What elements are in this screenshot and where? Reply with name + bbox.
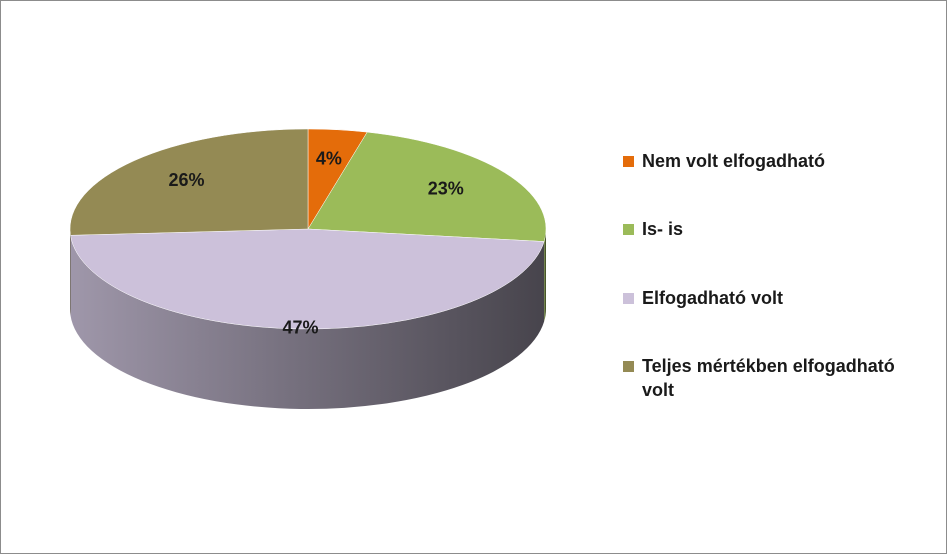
data-label: 23%	[428, 178, 464, 198]
legend-item: Is- is	[623, 217, 923, 241]
legend-swatch	[623, 293, 634, 304]
data-label: 26%	[169, 170, 205, 190]
legend-label: Is- is	[642, 217, 683, 241]
legend-label: Elfogadható volt	[642, 286, 783, 310]
legend-swatch	[623, 224, 634, 235]
legend-label: Teljes mértékben elfogadható volt	[642, 354, 923, 402]
data-label: 4%	[316, 148, 342, 168]
legend-item: Elfogadható volt	[623, 286, 923, 310]
legend-item: Nem volt elfogadható	[623, 149, 923, 173]
legend-item: Teljes mértékben elfogadható volt	[623, 354, 923, 402]
legend-label: Nem volt elfogadható	[642, 149, 825, 173]
data-label: 47%	[283, 318, 319, 338]
slice-side	[544, 229, 546, 322]
legend-swatch	[623, 156, 634, 167]
legend-swatch	[623, 361, 634, 372]
